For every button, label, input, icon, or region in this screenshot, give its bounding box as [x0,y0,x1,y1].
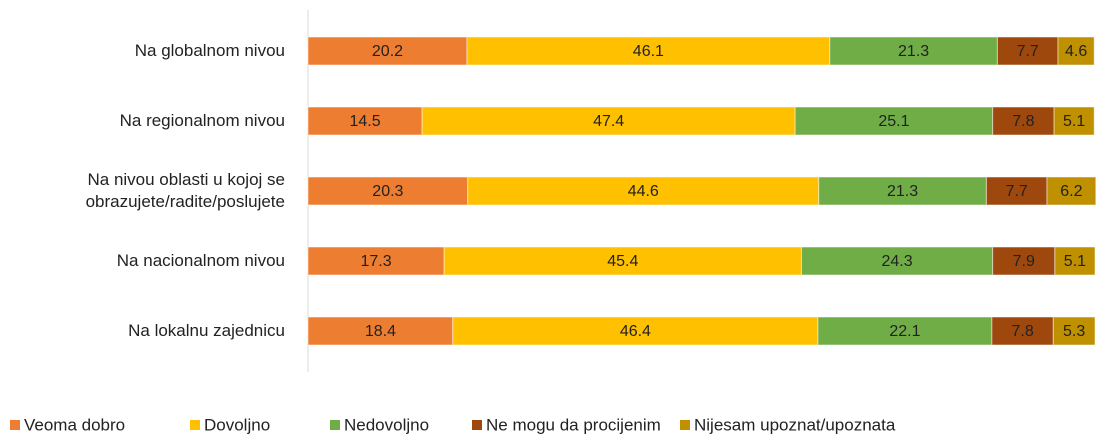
legend-label: Ne mogu da procijenim [486,415,661,434]
bar-segment [1053,106,1095,136]
data-label: 21.3 [898,43,929,60]
bar-segment [1046,176,1097,206]
data-label: 4.6 [1065,43,1087,60]
bar-segment [818,176,987,206]
legend-swatch [680,420,690,430]
bar-segment [991,316,1054,346]
data-label: 46.1 [633,43,664,60]
bar-segment [307,316,454,346]
category-label: Na nacionalnom nivou [116,251,285,270]
category-label: Na globalnom nivou [134,41,285,60]
bar-segment [800,246,994,276]
data-label: 20.2 [372,43,403,60]
data-label: 24.3 [881,253,912,270]
data-label: 47.4 [593,113,624,130]
bar-segment [466,36,831,66]
bar-segment [992,246,1056,276]
bar-segment [307,106,423,136]
data-label: 7.8 [1012,113,1034,130]
data-label: 7.9 [1013,253,1035,270]
data-label: 5.1 [1063,113,1085,130]
data-label: 5.3 [1063,323,1085,340]
legend-swatch [10,420,20,430]
legend-swatch [190,420,200,430]
bar-segment [1057,36,1095,66]
data-label: 6.2 [1060,183,1082,200]
category-label: Na lokalnu zajednicu [128,321,285,340]
data-label: 46.4 [620,323,651,340]
legend-swatch [472,420,482,430]
legend-label: Nijesam upoznat/upoznata [694,415,896,434]
legend-label: Dovoljno [204,415,270,434]
category-label: Na nivou oblasti u kojoj se obrazujete/r… [85,170,285,211]
data-label: 5.1 [1064,253,1086,270]
legend-label: Veoma dobro [24,415,125,434]
data-label: 7.8 [1011,323,1033,340]
data-label: 18.4 [365,323,396,340]
bar-segment [443,246,802,276]
category-label: Na regionalnom nivou [119,111,285,130]
data-label: 14.5 [349,113,380,130]
data-label: 22.1 [889,323,920,340]
data-label: 25.1 [878,113,909,130]
data-label: 45.4 [607,253,638,270]
bar-segment [985,176,1048,206]
bar-segment [307,246,445,276]
bar-segment [817,316,993,346]
bar-segment [1054,246,1096,276]
bar-segment [1052,316,1096,346]
bar-segment [992,106,1055,136]
legend-label: Nedovoljno [344,415,429,434]
data-label: 7.7 [1017,43,1039,60]
bar-segment [829,36,998,66]
legend-swatch [330,420,340,430]
bar-segment [307,176,469,206]
data-label: 21.3 [887,183,918,200]
data-label: 17.3 [361,253,392,270]
data-label: 20.3 [372,183,403,200]
data-label: 44.6 [628,183,659,200]
data-label: 7.7 [1006,183,1028,200]
